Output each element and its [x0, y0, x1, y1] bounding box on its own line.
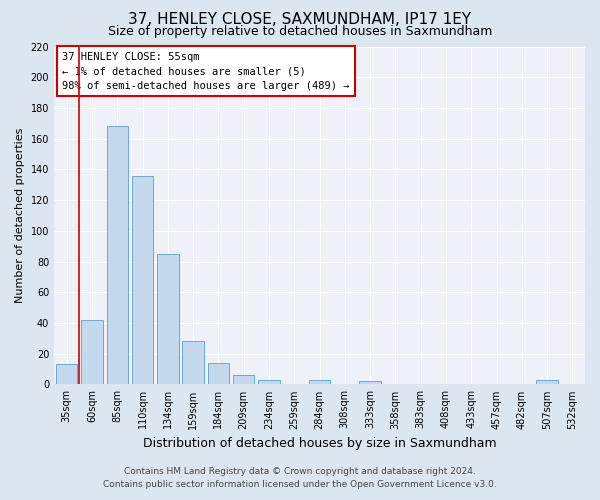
Bar [233, 375, 254, 384]
Bar [107, 126, 128, 384]
Text: 37, HENLEY CLOSE, SAXMUNDHAM, IP17 1EY: 37, HENLEY CLOSE, SAXMUNDHAM, IP17 1EY [128, 12, 472, 28]
Bar [359, 382, 381, 384]
Text: Contains HM Land Registry data © Crown copyright and database right 2024.
Contai: Contains HM Land Registry data © Crown c… [103, 468, 497, 489]
Bar [536, 380, 558, 384]
Bar [208, 363, 229, 384]
Bar [56, 364, 77, 384]
Bar [258, 380, 280, 384]
Bar [309, 380, 330, 384]
Bar [157, 254, 179, 384]
Bar [182, 342, 204, 384]
Y-axis label: Number of detached properties: Number of detached properties [15, 128, 25, 303]
X-axis label: Distribution of detached houses by size in Saxmundham: Distribution of detached houses by size … [143, 437, 496, 450]
Bar [132, 176, 153, 384]
Text: 37 HENLEY CLOSE: 55sqm
← 1% of detached houses are smaller (5)
98% of semi-detac: 37 HENLEY CLOSE: 55sqm ← 1% of detached … [62, 52, 350, 91]
Text: Size of property relative to detached houses in Saxmundham: Size of property relative to detached ho… [108, 25, 492, 38]
Bar [81, 320, 103, 384]
